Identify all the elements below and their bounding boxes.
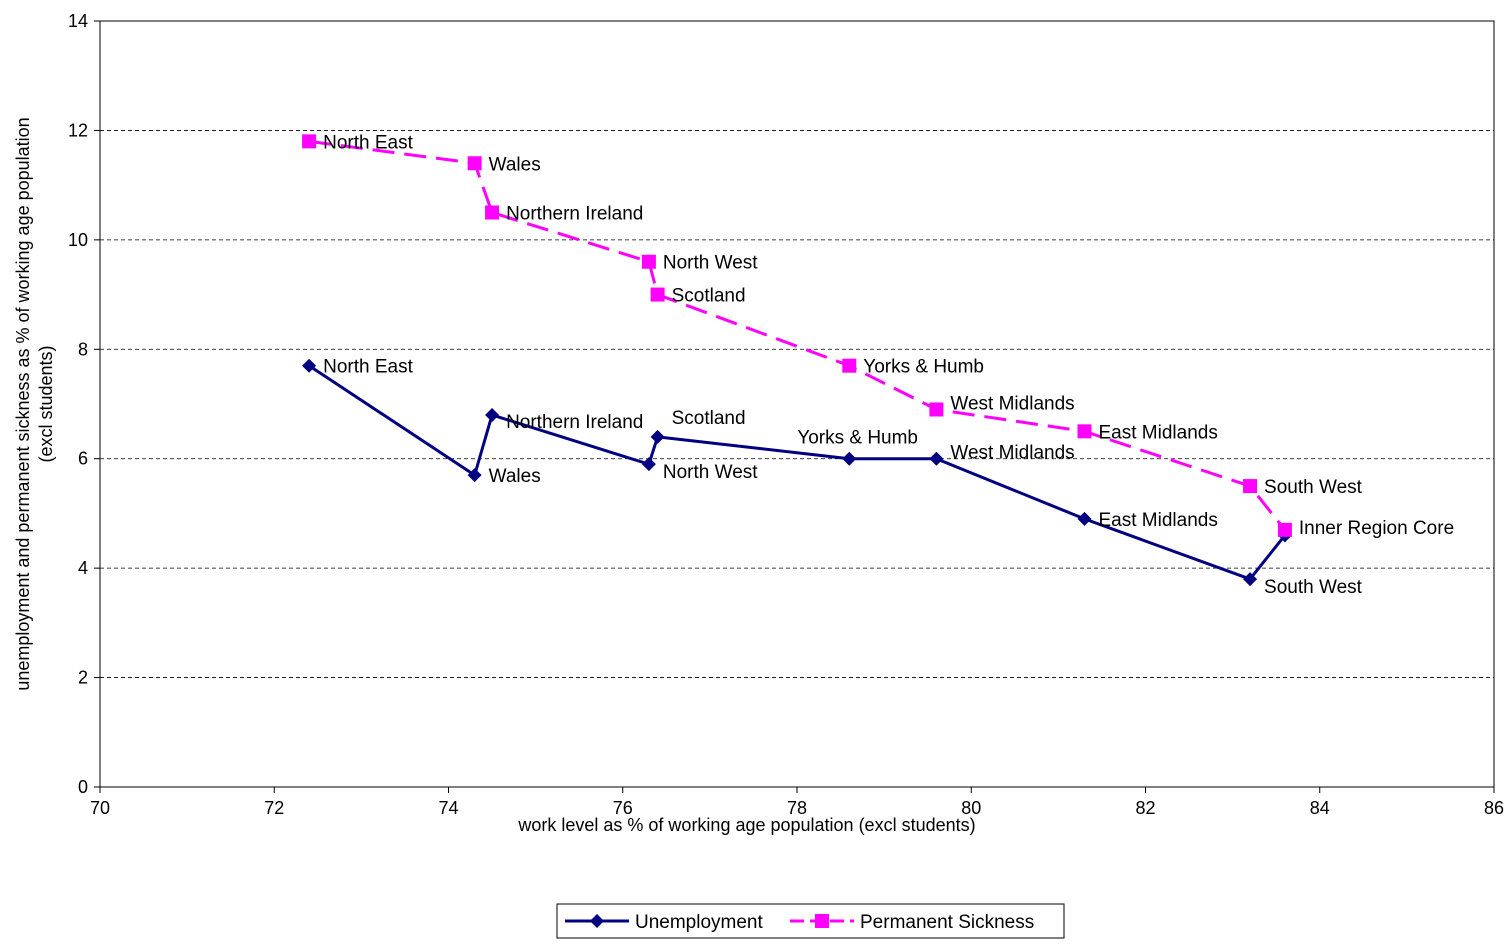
data-label: West Midlands [950,443,1074,464]
x-tick-label: 78 [787,798,807,818]
data-point [302,358,317,373]
x-tick-label: 84 [1310,798,1330,818]
data-point [1077,424,1092,439]
legend-item: Permanent Sickness [790,912,1034,933]
data-label: Wales [489,154,541,175]
data-label: Inner Region Core [1299,518,1454,539]
data-point [467,156,482,171]
data-label: Northern Ireland [506,204,643,225]
legend-label: Permanent Sickness [860,912,1034,933]
data-label: North West [663,462,758,483]
data-point [485,205,500,220]
y-tick-label: 4 [78,558,88,578]
point-labels: North East Wales Northern Ireland North Wes… [323,132,1454,598]
series-line [308,139,1287,531]
data-label: West Midlands [950,393,1074,414]
series-line [308,364,1287,581]
x-axis: 70 72 74 76 78 80 82 84 86 [90,787,1504,818]
x-tick-label: 74 [438,798,458,818]
data-point [641,254,656,269]
data-point [302,134,317,149]
legend-item: Unemployment [565,912,763,933]
data-point [1243,572,1258,587]
x-tick-label: 70 [90,798,110,818]
x-tick-label: 76 [613,798,633,818]
data-point [1243,479,1258,494]
data-label: Yorks & Humb [863,357,984,378]
data-point [650,429,665,444]
data-label: Scotland [672,408,746,429]
data-point [467,468,482,483]
legend-swatch-marker [590,914,604,928]
y-tick-label: 2 [78,668,88,688]
series-unemployment [302,358,1292,587]
x-tick-label: 72 [264,798,284,818]
y-tick-label: 14 [68,11,88,31]
y-tick-label: 12 [68,120,88,140]
y-axis-title: unemployment and permanent sickness as %… [13,117,33,690]
y-tick-label: 0 [78,777,88,797]
data-point [929,402,944,417]
data-point [485,407,500,422]
legend: Unemployment Permanent Sickness [556,903,1065,939]
data-label: Yorks & Humb [797,428,918,449]
data-point [929,451,944,466]
data-point [1077,511,1092,526]
data-point [1277,522,1292,537]
y-tick-label: 8 [78,339,88,359]
data-label: South West [1264,577,1363,598]
data-label: East Midlands [1099,510,1218,531]
y-axis: 0 2 4 6 8 10 12 14 [68,11,100,797]
data-label: Wales [489,466,541,487]
data-label: East Midlands [1099,422,1218,443]
y-tick-label: 10 [68,230,88,250]
series-permanent-sickness [302,134,1292,537]
x-axis-title: work level as % of working age populatio… [517,815,975,835]
data-point [650,287,665,302]
x-tick-label: 80 [961,798,981,818]
legend-swatch-marker [815,914,829,928]
data-label: North West [663,253,758,274]
data-label: Northern Ireland [506,412,643,433]
data-point [842,358,857,373]
data-label: North East [323,132,413,153]
x-tick-label: 86 [1484,798,1504,818]
data-point [842,451,857,466]
gridlines [100,130,1494,678]
data-label: North East [323,357,413,378]
series-layer [302,134,1292,587]
x-tick-label: 82 [1135,798,1155,818]
y-axis-title-line-2: (excl students) [36,345,56,462]
y-tick-label: 6 [78,449,88,469]
legend-label: Unemployment [635,912,763,933]
data-label: South West [1264,477,1363,498]
data-label: Scotland [672,286,746,307]
data-point [641,457,656,472]
